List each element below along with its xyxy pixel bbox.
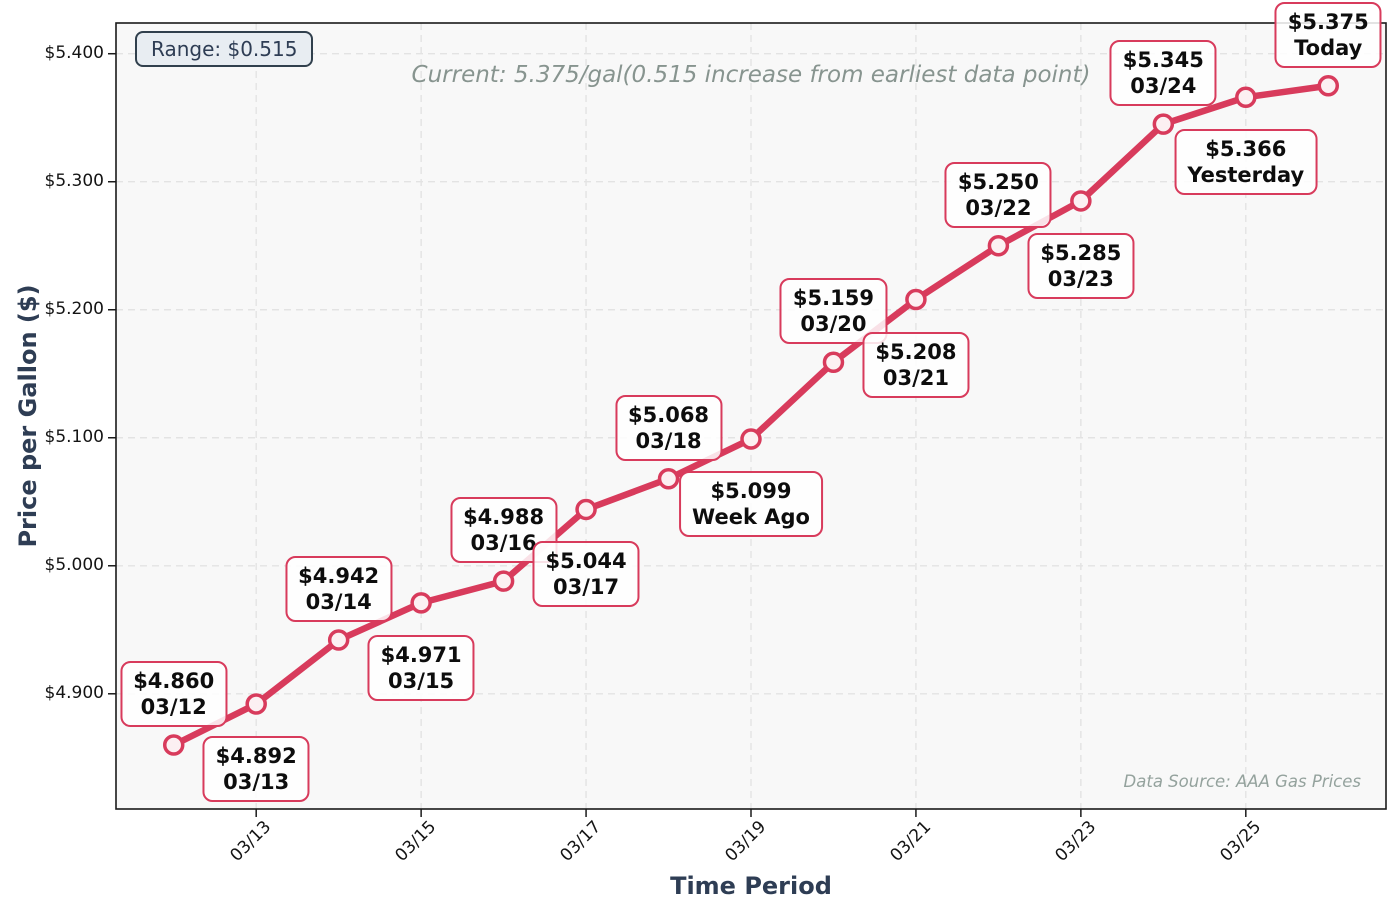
- data-point-marker: [1070, 190, 1092, 212]
- point-label-price: $4.860: [133, 668, 215, 693]
- data-point-marker: [987, 234, 1010, 257]
- data-point-marker: [1152, 113, 1175, 135]
- x-axis-label: Time Period: [670, 872, 832, 900]
- chart-title: Current: 5.375/gal(0.515 increase from e…: [411, 62, 1091, 88]
- point-label-price: $4.892: [215, 744, 297, 769]
- point-label-date: 03/18: [635, 428, 702, 453]
- data-point-marker: [1317, 74, 1340, 97]
- data-point-marker: [740, 428, 762, 450]
- data-point-marker: [162, 734, 185, 756]
- point-label: $4.942 03/14: [285, 556, 393, 623]
- point-label: $5.099 Week Ago: [679, 471, 823, 538]
- data-point-marker: [245, 693, 267, 715]
- data-point-marker: [822, 351, 845, 373]
- point-label-date: 03/22: [965, 195, 1032, 220]
- point-label-date: Week Ago: [692, 505, 810, 530]
- point-label-price: $5.044: [545, 549, 627, 574]
- point-label-price: $5.068: [628, 402, 710, 427]
- y-tick-label: $5.100: [44, 426, 104, 447]
- data-point-marker: [410, 592, 432, 614]
- y-tick-label: $5.300: [44, 170, 104, 191]
- data-point-marker: [657, 467, 680, 490]
- point-label-date: 03/12: [140, 694, 207, 719]
- data-source-note: Data Source: AAA Gas Prices: [1123, 772, 1361, 791]
- point-label-price: $4.971: [380, 642, 462, 667]
- point-label-date: 03/24: [1130, 74, 1197, 99]
- point-label-date: 03/15: [388, 668, 455, 693]
- point-label: $5.044 03/17: [532, 541, 640, 608]
- point-label: $4.892 03/13: [202, 736, 310, 803]
- point-label-price: $5.375: [1287, 9, 1369, 34]
- point-label: $5.366 Yesterday: [1174, 129, 1318, 196]
- point-label-price: $5.159: [792, 286, 874, 311]
- point-label-date: 03/14: [305, 590, 372, 615]
- point-label-price: $5.285: [1040, 240, 1122, 265]
- y-axis-label: Price per Gallon ($): [14, 284, 42, 548]
- point-label: $4.971 03/15: [367, 634, 475, 701]
- point-label-date: 03/16: [470, 531, 537, 556]
- point-label-price: $4.988: [463, 505, 545, 530]
- data-point-marker: [327, 629, 350, 651]
- point-label-date: Yesterday: [1187, 163, 1305, 188]
- point-label: $5.068 03/18: [615, 394, 723, 461]
- point-label-date: 03/23: [1047, 266, 1114, 291]
- point-label-date: 03/21: [882, 365, 949, 390]
- data-point-marker: [575, 498, 597, 521]
- y-tick-label: $5.400: [44, 42, 104, 63]
- point-label: $4.988 03/16: [450, 497, 558, 564]
- point-label-date: 03/13: [223, 770, 290, 795]
- point-label: $5.285 03/23: [1027, 232, 1135, 299]
- point-label-date: Today: [1294, 35, 1363, 60]
- point-label-date: 03/17: [552, 575, 620, 600]
- data-point-marker: [905, 288, 927, 311]
- point-label-price: $5.099: [710, 479, 792, 504]
- data-point-marker: [1235, 86, 1257, 108]
- point-label: $5.250 03/22: [944, 161, 1052, 228]
- point-label-price: $5.366: [1205, 137, 1287, 162]
- y-tick-label: $5.200: [44, 298, 104, 319]
- point-label: $4.860 03/12: [120, 660, 228, 727]
- point-label-price: $5.345: [1122, 48, 1204, 73]
- point-label: $5.345 03/24: [1109, 40, 1217, 107]
- point-label: $5.208 03/21: [862, 331, 970, 398]
- y-tick-label: $4.900: [44, 682, 104, 703]
- point-label-price: $5.208: [875, 339, 957, 364]
- point-label: $5.375 Today: [1274, 1, 1382, 68]
- point-label-date: 03/20: [800, 312, 867, 337]
- point-label-price: $5.250: [957, 169, 1039, 194]
- point-label-price: $4.942: [298, 564, 380, 589]
- y-tick-label: $5.000: [44, 554, 104, 575]
- range-badge: Range: $0.515: [135, 31, 314, 67]
- data-point-marker: [492, 570, 515, 592]
